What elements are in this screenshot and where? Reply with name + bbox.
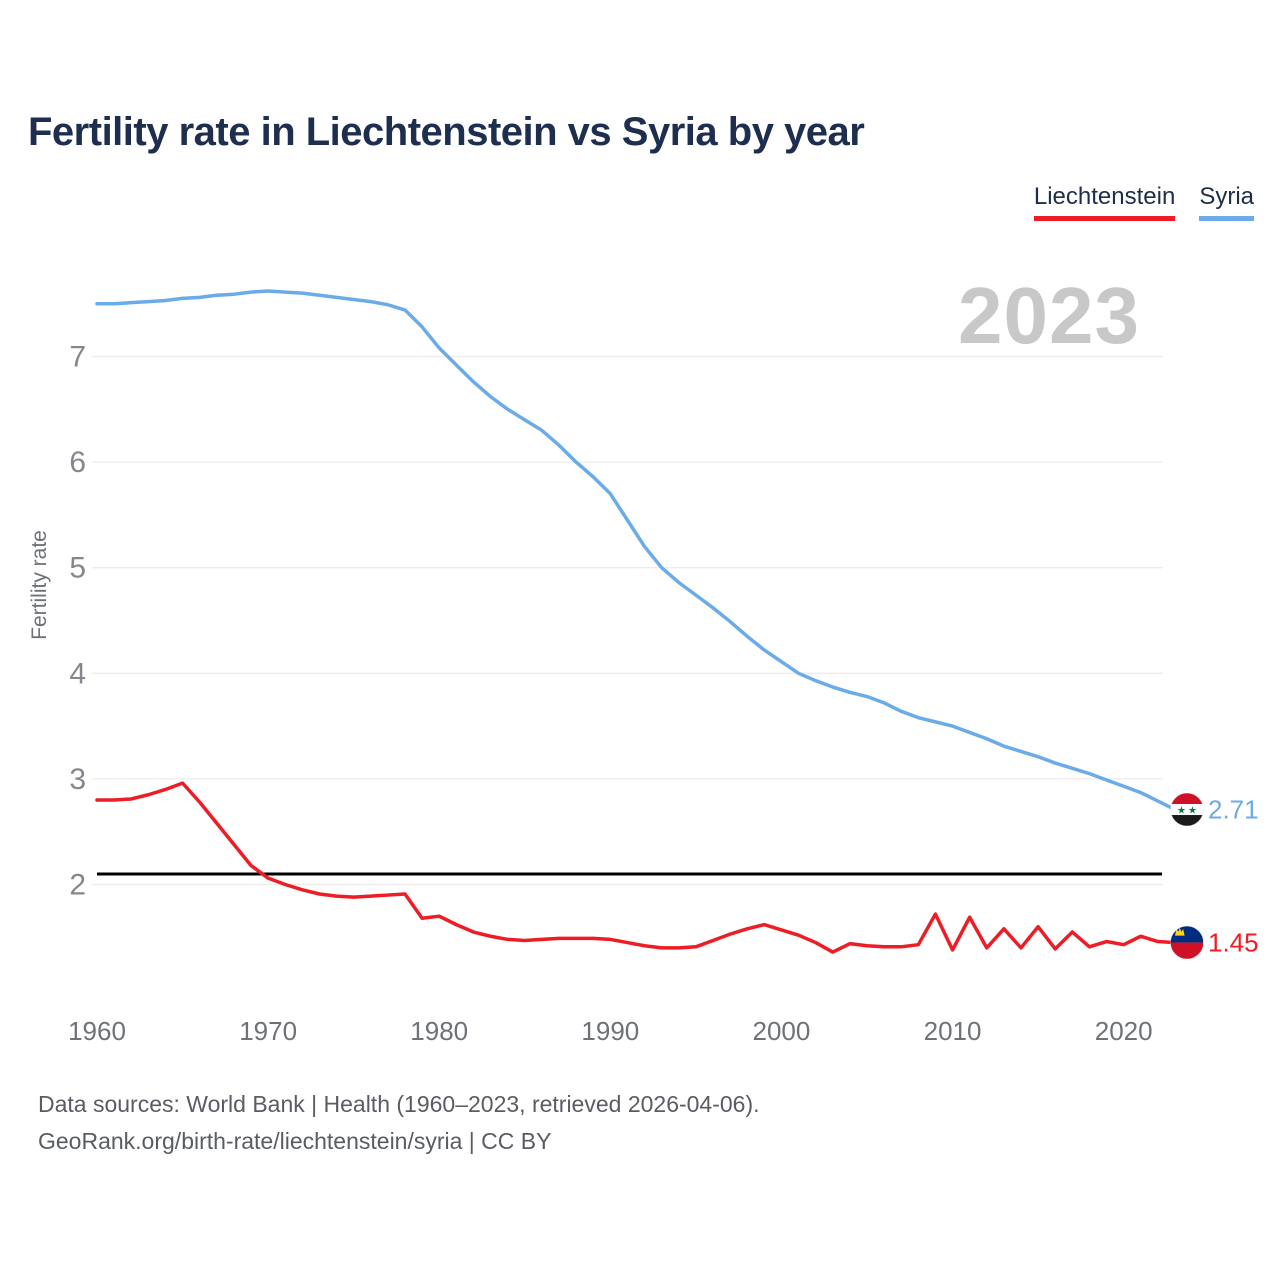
svg-text:★: ★	[1177, 806, 1186, 817]
y-axis-title: Fertility rate	[28, 530, 51, 640]
series-line-syria	[95, 289, 1177, 812]
y-tick-label: 7	[69, 341, 86, 374]
footer: Data sources: World Bank | Health (1960–…	[38, 1086, 760, 1160]
legend-item-liechtenstein[interactable]: Liechtenstein	[1033, 183, 1176, 221]
x-tick-label: 1980	[410, 1016, 468, 1046]
page-title: Fertility rate in Liechtenstein vs Syria…	[28, 110, 865, 154]
end-value-syria: 2.71	[1208, 795, 1259, 825]
legend-item-syria[interactable]: Syria	[1199, 183, 1254, 221]
y-tick-label: 6	[69, 446, 86, 479]
x-tick-label: 1960	[68, 1016, 126, 1046]
x-tick-label: 2010	[924, 1016, 982, 1046]
liechtenstein-flag-icon	[1170, 926, 1204, 960]
year-watermark: 2023	[958, 271, 1140, 360]
y-tick-label: 5	[69, 552, 86, 585]
end-value-liechtenstein: 1.45	[1208, 928, 1259, 958]
x-tick-label: 2020	[1095, 1016, 1153, 1046]
x-tick-label: 1970	[239, 1016, 297, 1046]
y-tick-label: 4	[69, 657, 86, 690]
footer-attribution: GeoRank.org/birth-rate/liechtenstein/syr…	[38, 1128, 552, 1154]
y-tick-label: 2	[69, 869, 86, 902]
syria-flag-icon: ★ ★	[1170, 793, 1204, 827]
svg-text:★: ★	[1188, 806, 1197, 817]
legend: Liechtenstein Syria	[1033, 183, 1254, 221]
footer-sources: Data sources: World Bank | Health (1960–…	[38, 1091, 760, 1117]
series-line-liechtenstein	[95, 781, 1177, 954]
x-tick-label: 2000	[753, 1016, 811, 1046]
x-tick-label: 1990	[581, 1016, 639, 1046]
y-tick-label: 3	[69, 763, 86, 796]
